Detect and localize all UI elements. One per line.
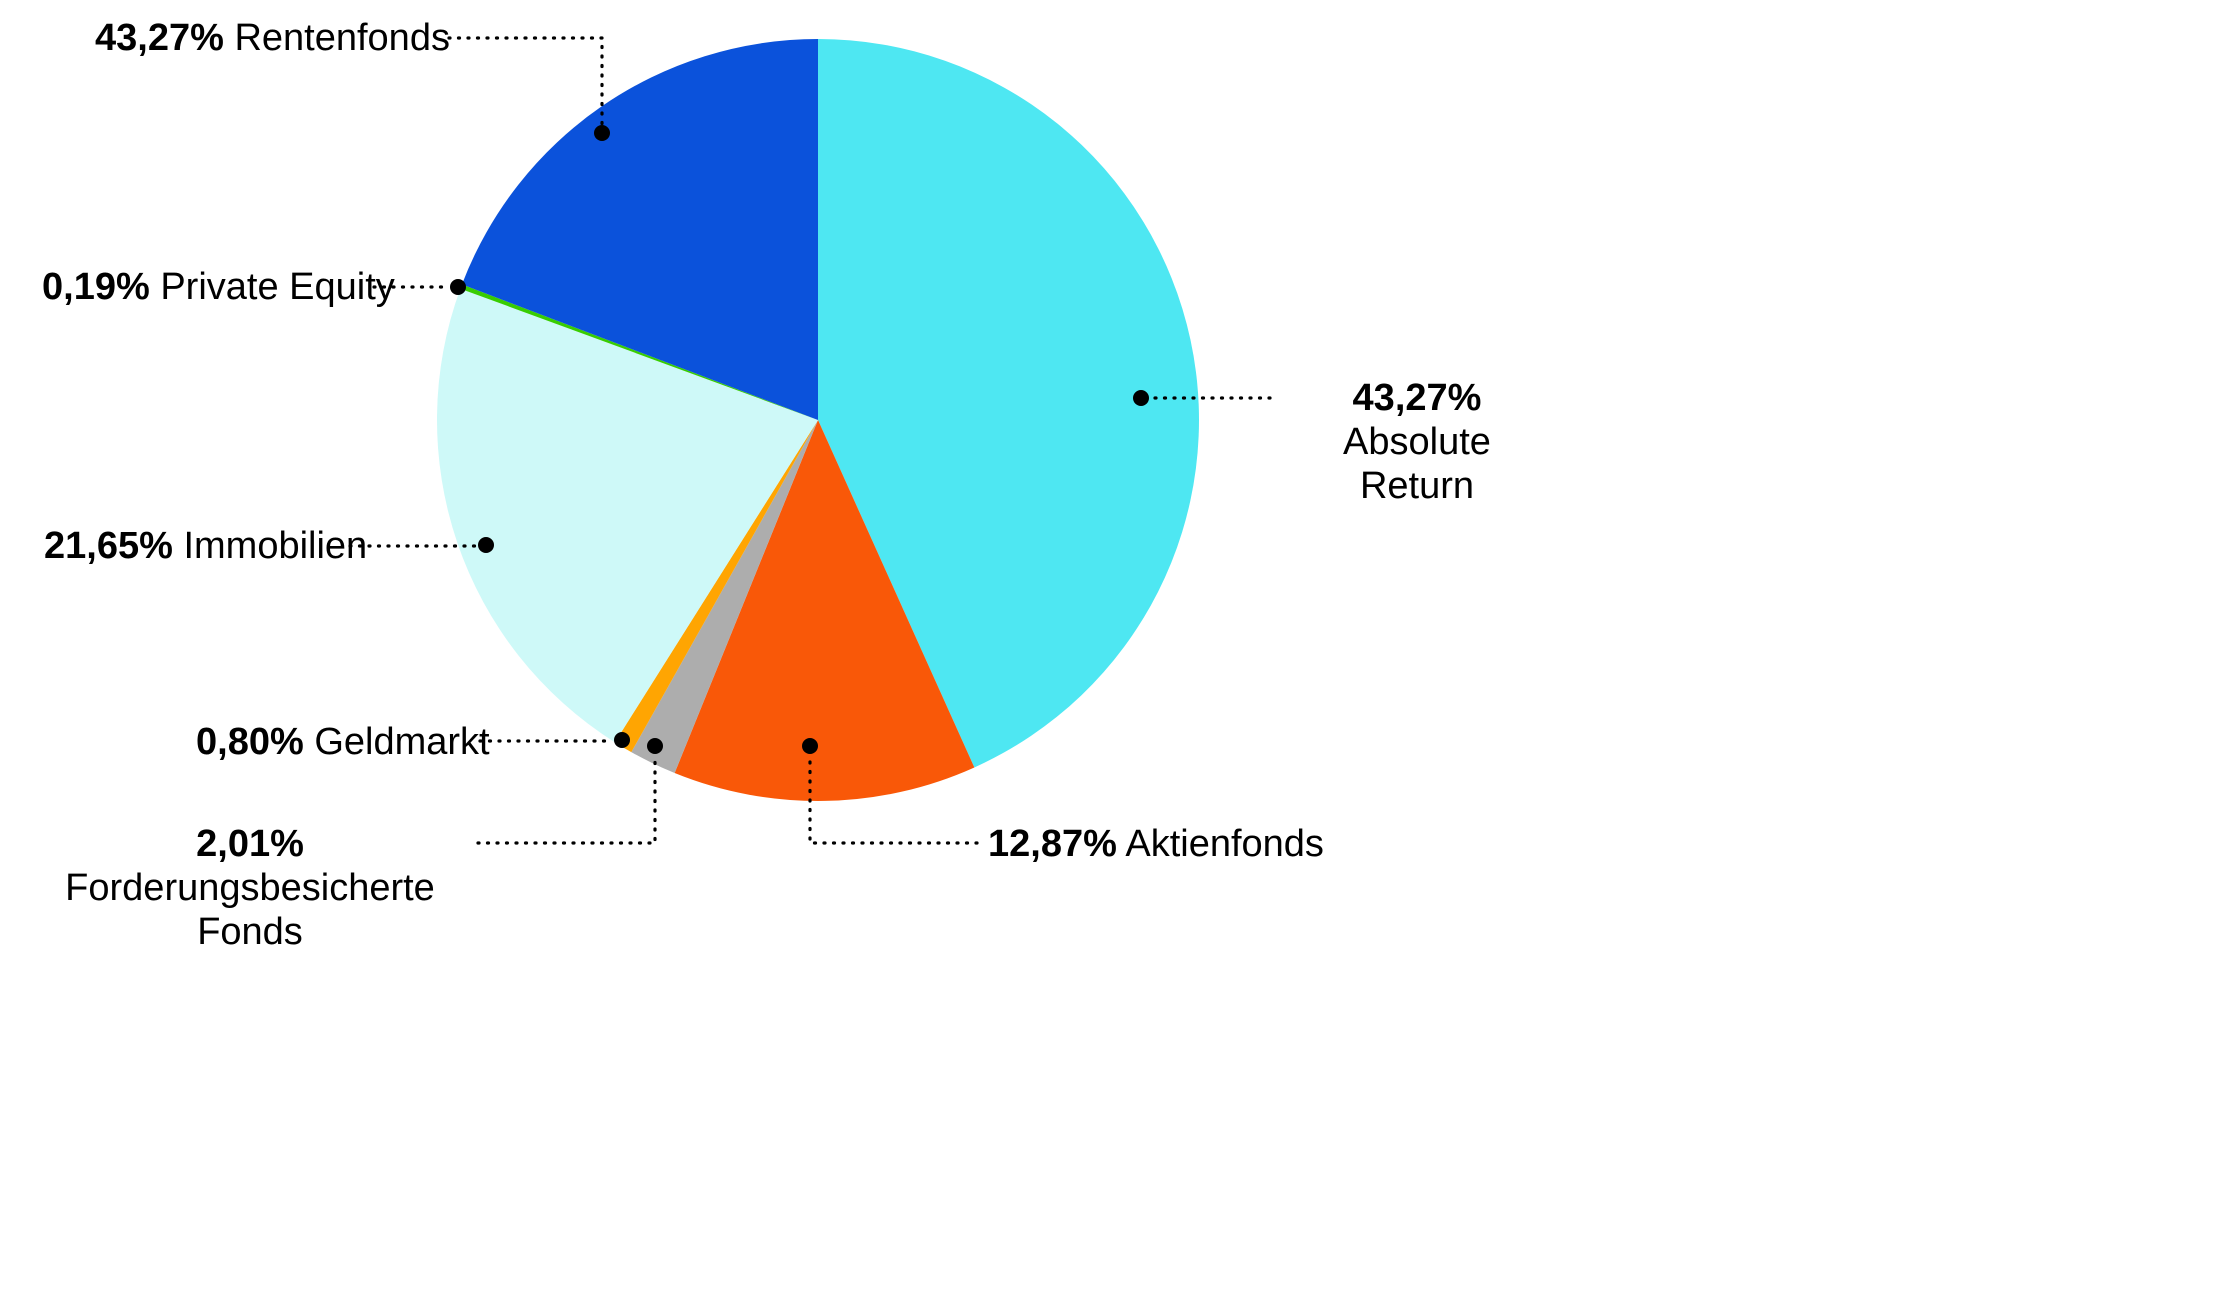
label-aktienfonds-percent: 12,87% (988, 823, 1117, 865)
label-absolute-return-name: Absolute Return (1343, 421, 1491, 508)
pie-slice-aktienfonds (674, 420, 975, 802)
label-forderungsbesicherte-fonds-name: Forderungsbesicherte Fonds (65, 867, 435, 954)
label-geldmarkt-percent: 0,80% (196, 721, 304, 763)
pie-slice-private-equity (460, 284, 818, 420)
pie-slice-immobilien (436, 288, 818, 743)
pie-slices (436, 39, 1199, 802)
label-private-equity-percent: 0,19% (42, 266, 150, 308)
leader-aktienfonds (808, 754, 979, 845)
label-immobilien: 21,65% Immobilien (44, 524, 367, 568)
label-rentenfonds-percent: 43,27% (95, 17, 224, 59)
label-absolute-return-percent: 43,27% (1352, 377, 1482, 419)
anchor-dot-private-equity (450, 279, 466, 295)
anchor-dot-aktienfonds (802, 738, 818, 754)
label-geldmarkt: 0,80% Geldmarkt (196, 720, 490, 764)
label-forderungsbesicherte-fonds-percent: 2,01% (196, 823, 304, 865)
pie-slice-rentenfonds (461, 39, 818, 420)
leader-rentenfonds (447, 36, 604, 126)
pie-slice-forderungsbesicherte-fonds (631, 420, 818, 773)
anchor-dot-geldmarkt (614, 732, 630, 748)
label-private-equity-name: Private Equity (160, 266, 395, 308)
label-immobilien-name: Immobilien (183, 525, 368, 567)
pie-slice-geldmarkt (614, 420, 818, 753)
pie-slice-absolute-return (818, 39, 1199, 768)
label-rentenfonds-name: Rentenfonds (234, 17, 450, 59)
label-aktienfonds: 12,87% Aktienfonds (988, 822, 1324, 866)
label-rentenfonds: 43,27% Rentenfonds (95, 16, 450, 60)
anchor-dot-rentenfonds (594, 125, 610, 141)
anchor-dot-immobilien (478, 537, 494, 553)
label-forderungsbesicherte-fonds: 2,01% Forderungsbesicherte Fonds (25, 822, 475, 954)
label-absolute-return: 43,27% Absolute Return (1281, 376, 1553, 508)
leader-lines (348, 36, 1272, 845)
label-private-equity: 0,19% Private Equity (42, 265, 395, 309)
anchor-dot-absolute-return (1133, 390, 1149, 406)
label-geldmarkt-name: Geldmarkt (314, 721, 490, 763)
anchor-dot-forderungsbesicherte-fonds (647, 738, 663, 754)
leader-forderungsbesicherte-fonds (476, 754, 657, 845)
label-immobilien-percent: 21,65% (44, 525, 173, 567)
label-aktienfonds-name: Aktienfonds (1125, 823, 1324, 865)
